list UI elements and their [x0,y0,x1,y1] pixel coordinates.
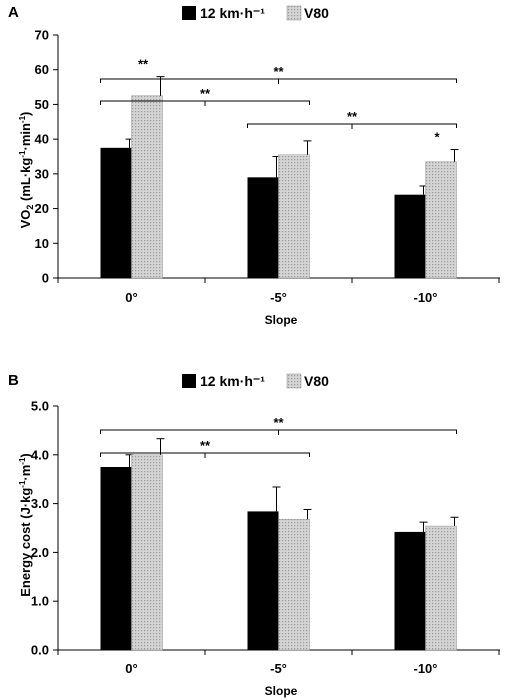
bar-12kmh [247,511,279,650]
y-tick-label: 1.0 [31,594,49,609]
significance-label: ** [347,109,358,124]
significance-label: * [434,130,440,145]
panel-b-x-axis-label: Slope [265,684,298,698]
legend-label-series-1: 12 km·h⁻¹ [200,373,265,389]
panel-a-letter: A [8,4,19,21]
x-tick-label: -5° [270,290,287,305]
bar-12kmh [100,147,132,278]
y-tick-label: 20 [35,201,49,216]
x-tick-label: -10° [414,290,438,305]
x-tick-label: -10° [414,661,438,676]
y-tick-label: 10 [35,236,49,251]
panel-b: B 12 km·h⁻¹ V80 Energy cost (J·kg-1·m-1)… [8,372,500,698]
bar-v80 [425,161,457,279]
legend-swatch-series-1 [182,374,196,388]
panel-a-legend: 12 km·h⁻¹ V80 [182,5,329,21]
bar-v80 [278,518,310,651]
significance-bracket [247,123,457,129]
x-tick-label: 0° [125,661,137,676]
bar-12kmh [394,194,426,278]
y-tick-label: 0.0 [31,643,49,658]
panel-a-y-axis-label: VO2 (mL·kg-1·min-1) [18,112,35,229]
panel-b-legend: 12 km·h⁻¹ V80 [182,373,329,389]
y-tick-label: 3.0 [31,496,49,511]
significance-bracket [100,100,310,106]
significance-bracket [100,452,310,458]
y-tick-label: 60 [35,62,49,77]
significance-label: ** [138,57,149,72]
significance-bracket [100,429,457,435]
significance-label: ** [273,415,284,430]
bar-12kmh [247,177,279,278]
legend-swatch-series-2 [286,5,302,21]
bar-v80 [131,454,163,651]
legend-swatch-series-2 [286,373,302,389]
panel-a-x-axis-label: Slope [265,313,298,327]
significance-label: ** [200,86,211,101]
y-tick-label: 4.0 [31,447,49,462]
legend-label-series-2: V80 [304,5,329,21]
bar-12kmh [394,531,426,650]
panel-a: A 12 km·h⁻¹ V80 VO2 (mL·kg-1·min-1) Slop… [8,4,500,327]
y-tick-label: 5.0 [31,399,49,414]
x-tick-label: 0° [125,290,137,305]
significance-bracket [100,78,457,84]
x-tick-label: -5° [270,661,287,676]
significance-label: ** [273,64,284,79]
bar-v80 [425,525,457,651]
legend-swatch-series-1 [182,6,196,20]
y-tick-label: 50 [35,97,49,112]
bar-v80 [131,95,163,279]
bar-v80 [278,154,310,279]
y-tick-label: 2.0 [31,545,49,560]
legend-label-series-2: V80 [304,373,329,389]
y-tick-label: 40 [35,132,49,147]
significance-label: ** [200,438,211,453]
y-tick-label: 0 [42,271,49,286]
panel-b-letter: B [8,372,19,389]
panel-b-y-axis-label: Energy cost (J·kg-1·m-1) [18,453,33,597]
bar-12kmh [100,467,132,650]
y-tick-label: 30 [35,166,49,181]
y-tick-label: 70 [35,28,49,43]
legend-label-series-1: 12 km·h⁻¹ [200,5,265,21]
